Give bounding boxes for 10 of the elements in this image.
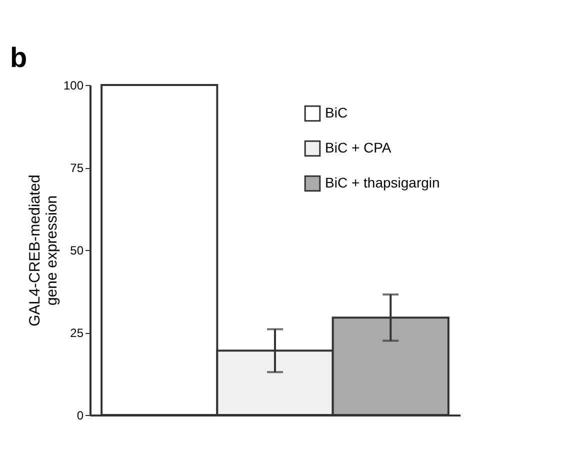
y-tick-label: 100 [63,78,84,92]
y-tick-label: 0 [76,408,84,422]
legend-label: BiC [325,104,348,120]
y-axis-title: GAL4-CREB-mediated gene expression [26,174,60,326]
y-tick-label: 50 [70,244,84,258]
y-tick-label: 25 [70,326,84,340]
text: b [10,42,28,73]
y-tick-label: 75 [70,161,84,175]
legend-label: BiC + CPA [325,140,392,156]
legend-label: BiC + thapsigargin [325,174,440,190]
